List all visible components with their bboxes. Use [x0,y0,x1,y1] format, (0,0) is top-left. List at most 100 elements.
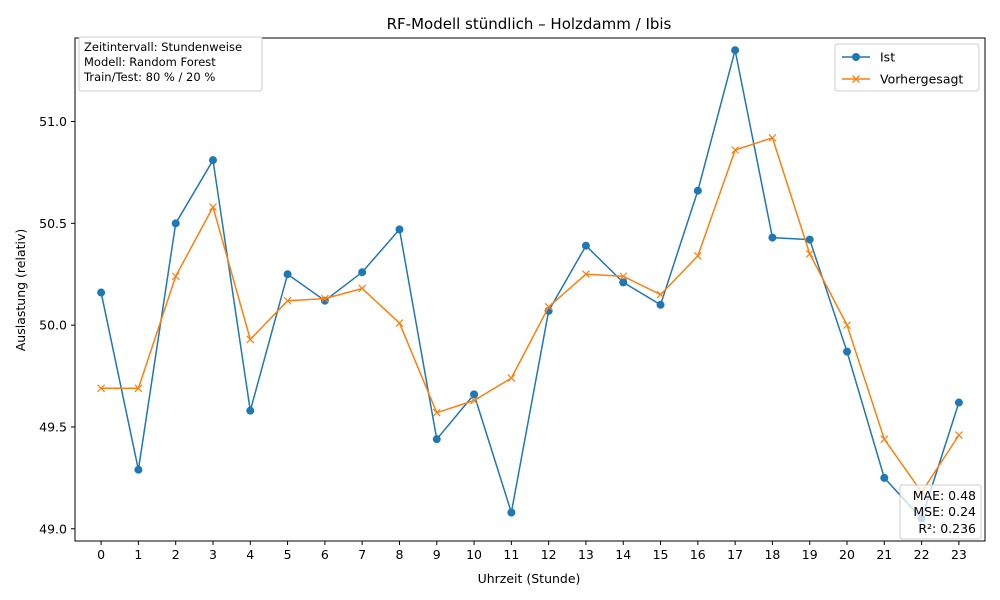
data-point-ist [843,347,852,356]
data-point-ist [470,390,479,399]
x-tick-label: 17 [727,547,743,562]
x-axis: 0 1 2 3 4 5 6 7 8 9 10 11 12 13 14 15 16 17 18 19 20 21 22 23 [97,541,967,562]
data-point-ist [954,398,963,407]
chart-title: RF-Modell stündlich – Holzdamm / Ibis [387,15,672,33]
x-tick-label: 21 [876,547,892,562]
info-line-model: Modell: Random Forest [84,55,216,69]
x-tick-label: 7 [358,547,366,562]
x-tick-label: 3 [209,547,217,562]
y-tick-label: 49.5 [39,419,67,434]
data-point-ist [171,219,180,228]
data-point-ist [581,241,590,250]
metrics-box-frame [899,484,982,540]
y-tick-label: 50.0 [39,318,67,333]
plot-frame [74,37,986,542]
series-ist [97,46,963,523]
data-point-ist [768,233,777,242]
series-layer [97,46,963,523]
data-point-vorhergesagt [843,321,851,330]
x-tick-label: 5 [284,547,292,562]
data-point-ist [358,268,367,277]
data-point-vorhergesagt [432,408,441,417]
data-point-ist [395,225,404,234]
x-tick-label: 13 [578,547,594,562]
data-point-ist [731,46,740,55]
legend-item-vorhergesagt: Vorhergesagt [842,72,963,87]
data-point-vorhergesagt [693,251,702,260]
x-tick-label: 8 [395,547,403,562]
x-tick-label: 11 [503,547,519,562]
data-point-vorhergesagt [805,249,814,258]
x-tick-label: 4 [246,547,254,562]
legend-item-ist: Ist [842,50,895,65]
data-point-vorhergesagt [134,384,143,393]
metric-r2: R²: 0.236 [918,521,976,536]
x-tick-label: 18 [764,547,780,562]
info-line-split: Train/Test: 80 % / 20 % [83,70,215,84]
x-tick-label: 2 [172,547,180,562]
data-point-ist [432,435,441,444]
data-point-vorhergesagt [507,374,516,383]
data-point-vorhergesagt [320,294,329,303]
y-axis-label: Auslastung (relativ) [13,229,28,352]
data-point-ist [208,156,217,165]
metric-mae: MAE: 0.48 [913,488,976,503]
data-point-vorhergesagt [731,146,740,154]
legend-marker-ist [852,53,860,61]
x-tick-label: 6 [321,547,329,562]
data-point-vorhergesagt [544,302,553,311]
data-point-ist [619,278,628,287]
metrics-box: MAE: 0.48 MSE: 0.24 R²: 0.236 [899,484,982,540]
data-point-vorhergesagt [954,431,963,440]
x-tick-label: 1 [134,547,142,562]
data-point-vorhergesagt [171,272,180,281]
y-tick-label: 49.0 [39,521,67,536]
data-point-ist [134,465,143,474]
series-vorhergesagt [97,133,963,497]
x-tick-label: 19 [802,547,818,562]
data-point-vorhergesagt [283,296,292,305]
metric-mse: MSE: 0.24 [913,504,976,519]
data-point-vorhergesagt [358,284,367,293]
info-box-frame [78,36,263,92]
info-box: Zeitintervall: Stundenweise Modell: Rand… [78,36,263,92]
series-line-ist [100,49,960,520]
x-tick-label: 20 [839,547,855,562]
data-point-vorhergesagt [619,272,628,281]
data-point-ist [507,508,516,517]
data-point-ist [880,473,889,482]
legend-marker-vorhergesagt [852,75,860,83]
data-point-ist [283,270,292,279]
x-tick-label: 9 [433,547,441,562]
data-point-ist [805,235,814,244]
data-point-vorhergesagt [656,290,665,299]
x-tick-label: 15 [653,547,669,562]
legend-frame [834,43,980,92]
info-line-interval: Zeitintervall: Stundenweise [84,40,242,54]
data-point-vorhergesagt [97,384,106,393]
series-line-vorhergesagt [101,137,960,493]
data-point-vorhergesagt [768,133,777,142]
data-point-ist [97,288,106,297]
data-point-vorhergesagt [395,319,404,328]
legend: Ist Vorhergesagt [834,43,980,92]
data-point-vorhergesagt [582,270,590,279]
x-tick-label: 12 [541,547,557,562]
data-point-ist [693,186,702,195]
x-tick-label: 14 [615,547,631,562]
y-tick-label: 50.5 [39,216,67,231]
x-tick-label: 16 [690,547,706,562]
data-point-vorhergesagt [246,335,255,344]
y-tick-label: 51.0 [39,114,67,129]
data-point-vorhergesagt [880,435,889,444]
data-point-vorhergesagt [209,203,217,211]
x-tick-label: 10 [466,547,482,562]
plot-area: 0 1 2 3 4 5 6 7 8 9 10 11 12 13 14 15 16 17 18 19 20 21 22 23 4… [39,37,986,562]
data-point-ist [246,406,255,415]
data-point-ist [656,300,665,309]
y-axis: 49.0 49.5 50.0 50.5 51.0 [39,114,75,536]
x-tick-label: 22 [914,547,930,562]
x-tick-label: 23 [951,547,967,562]
legend-label-ist: Ist [880,50,895,65]
